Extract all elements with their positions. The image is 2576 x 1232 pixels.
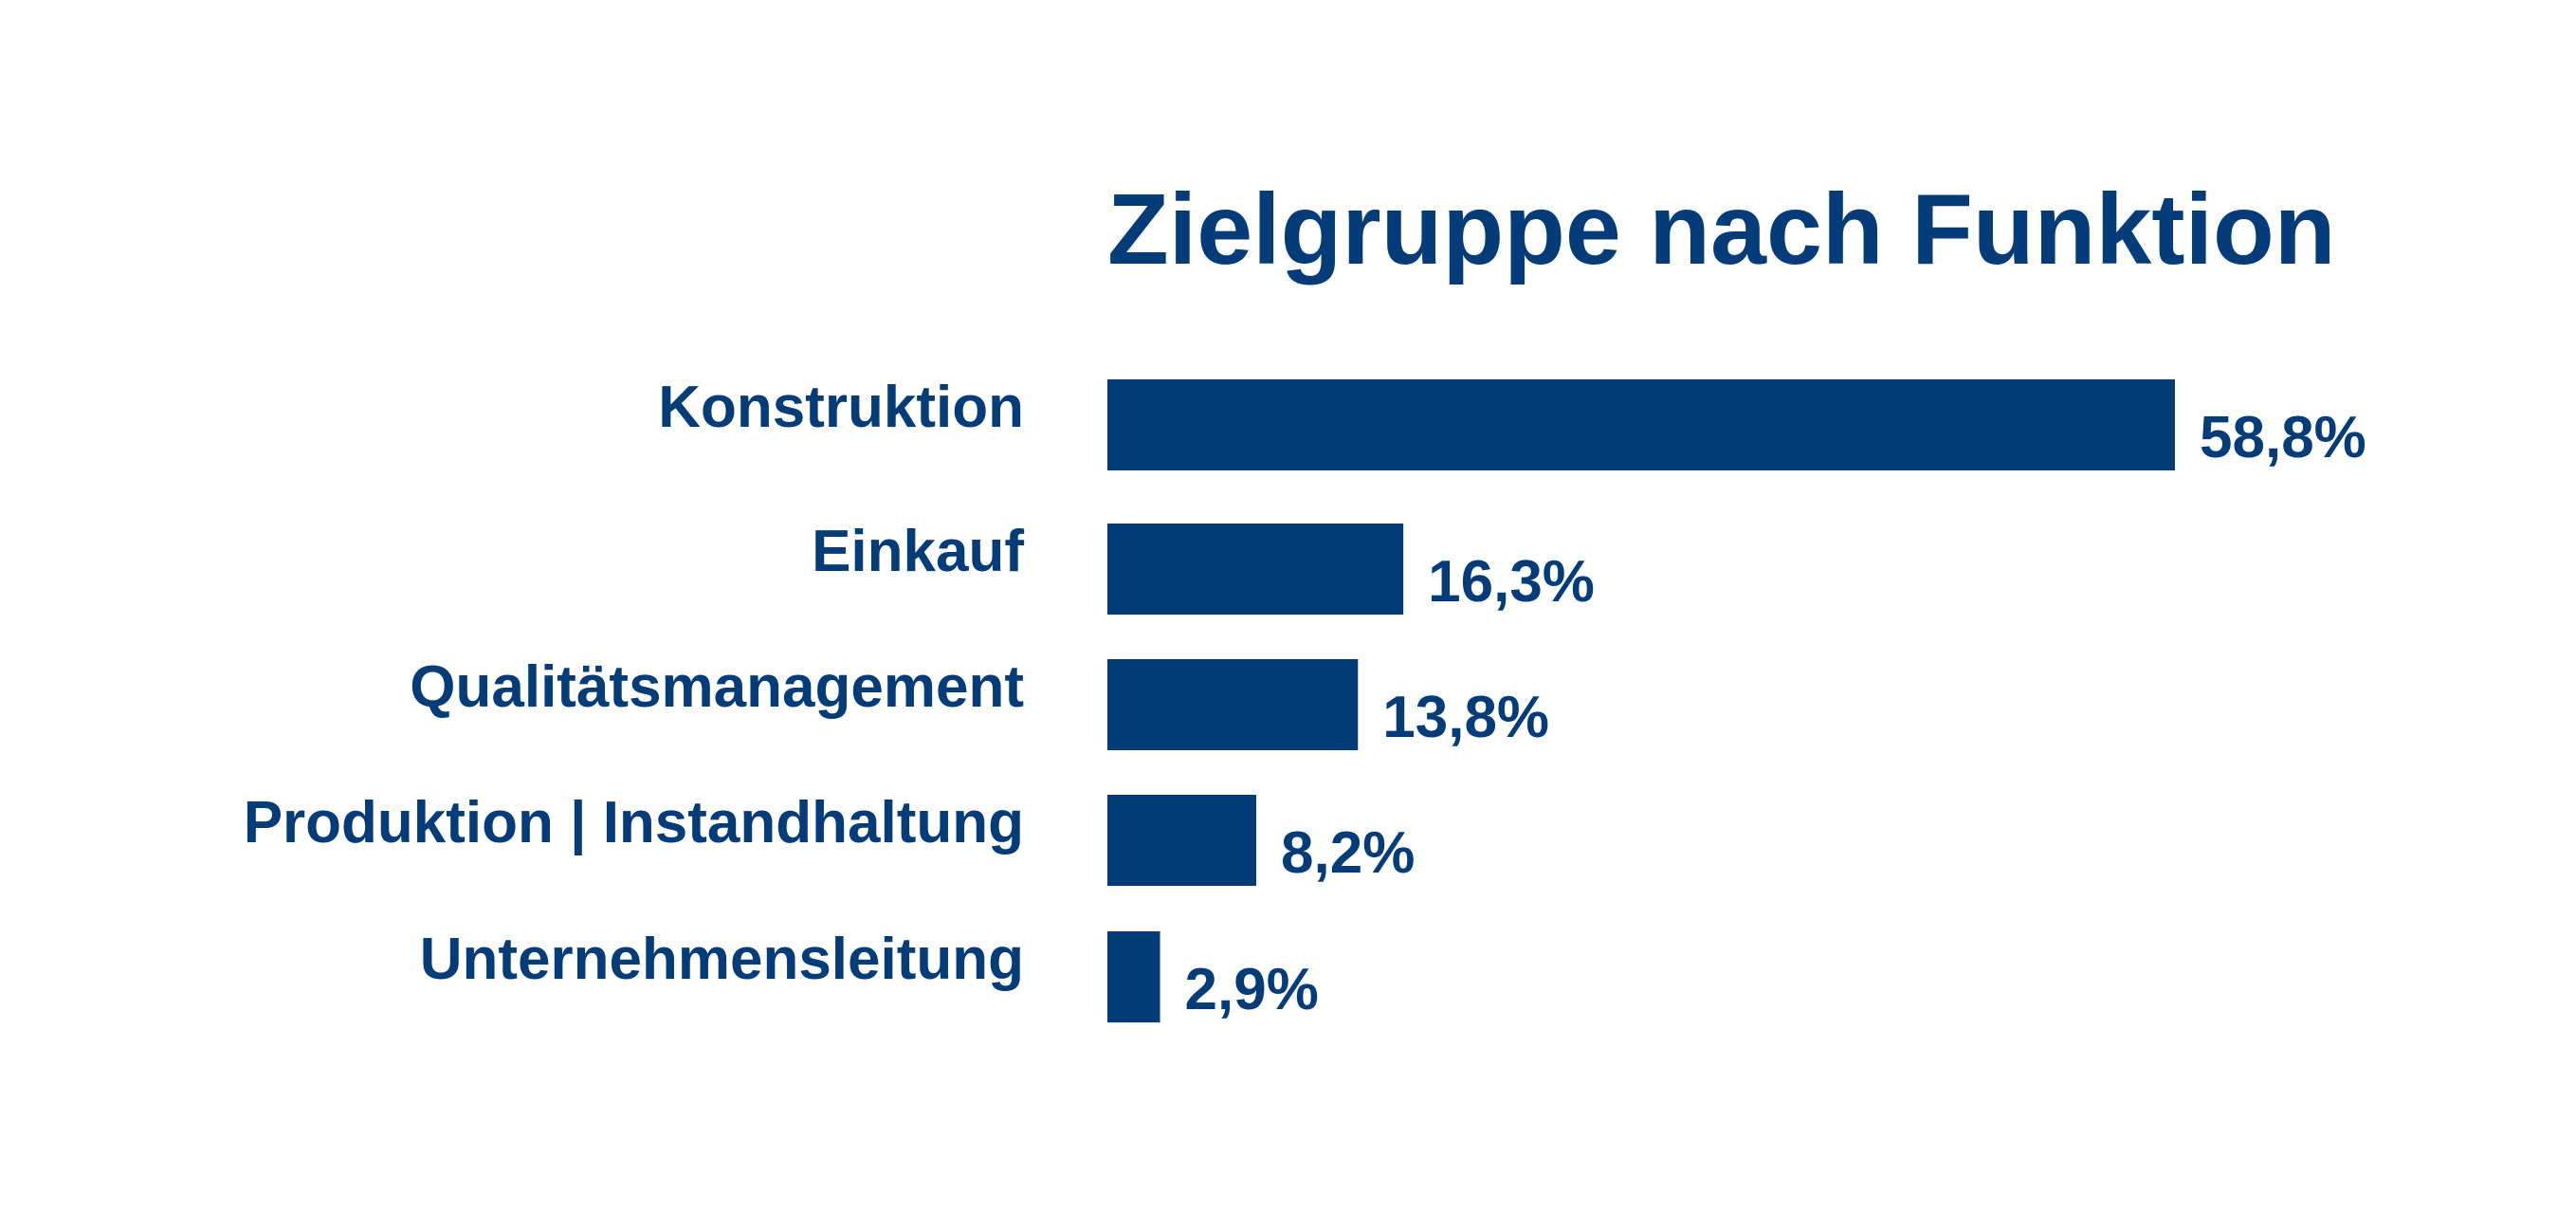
category-label: Konstruktion — [658, 375, 1024, 440]
bar — [1107, 659, 1359, 750]
value-label: 8,2% — [1281, 820, 1415, 886]
bars-layer: Konstruktion 58,8% Einkauf 16,3% Qualitätsma… — [244, 375, 2366, 1022]
bar — [1107, 795, 1257, 886]
category-label: Produktion | Instandhaltung — [244, 790, 1024, 856]
value-label: 58,8% — [2200, 405, 2366, 470]
value-label: 16,3% — [1428, 549, 1595, 615]
bar — [1107, 524, 1404, 615]
chart-title: Zielgruppe nach Funktion — [1107, 174, 2336, 285]
bar — [1107, 931, 1160, 1022]
category-label: Unternehmensleitung — [420, 927, 1024, 992]
category-label: Qualitätsmanagement — [410, 654, 1024, 720]
value-label: 13,8% — [1382, 685, 1549, 750]
bar — [1107, 379, 2175, 470]
category-label: Einkauf — [812, 519, 1024, 584]
value-label: 2,9% — [1185, 957, 1319, 1022]
